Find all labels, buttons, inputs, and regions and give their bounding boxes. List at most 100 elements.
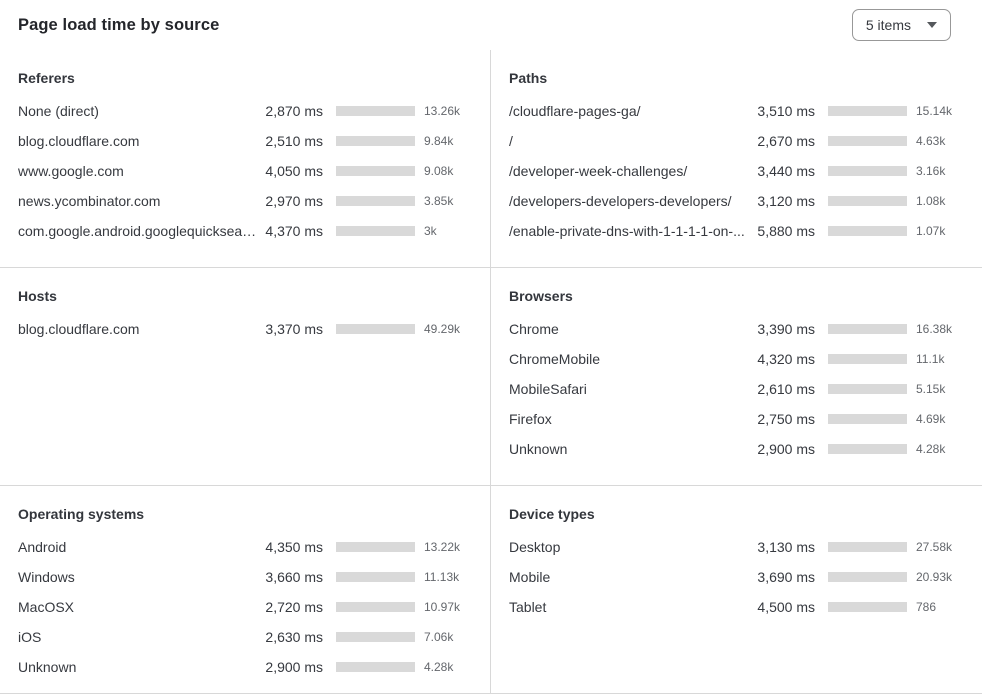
row-time: 4,050 ms xyxy=(265,163,323,179)
panel-paths: Paths /cloudflare-pages-ga/ 3,510 ms 15.… xyxy=(491,50,982,267)
row-label: www.google.com xyxy=(18,163,124,179)
row-count: 11.13k xyxy=(424,570,460,584)
row-bar xyxy=(828,354,907,364)
metric-row: Mobile 3,690 ms 20.93k xyxy=(509,562,968,592)
metric-row: Desktop 3,130 ms 27.58k xyxy=(509,532,968,562)
row-label: Android xyxy=(18,539,67,555)
metric-row: blog.cloudflare.com 2,510 ms 9.84k xyxy=(18,126,476,156)
row-label: Tablet xyxy=(509,599,547,615)
panel-heading: Browsers xyxy=(509,288,573,304)
row-time: 5,880 ms xyxy=(757,223,815,239)
row-time: 2,900 ms xyxy=(757,441,815,457)
row-time: 2,610 ms xyxy=(757,381,815,397)
row-time: 3,510 ms xyxy=(757,103,815,119)
metric-row: /developer-week-challenges/ 3,440 ms 3.1… xyxy=(509,156,968,186)
metric-row: Unknown 2,900 ms 4.28k xyxy=(509,434,968,464)
row-count: 9.08k xyxy=(424,164,454,178)
row-time: 4,350 ms xyxy=(265,539,323,555)
row-bar xyxy=(828,166,907,176)
row-count: 1.07k xyxy=(916,224,946,238)
metric-row: news.ycombinator.com 2,970 ms 3.85k xyxy=(18,186,476,216)
row-count: 13.26k xyxy=(424,104,461,118)
panel-heading: Operating systems xyxy=(18,506,145,522)
panel-browsers: Browsers Chrome 3,390 ms 16.38k ChromeMo… xyxy=(491,267,982,485)
row-bar xyxy=(828,136,907,146)
row-count: 3.85k xyxy=(424,194,454,208)
row-bar xyxy=(336,106,415,116)
row-bar xyxy=(336,136,415,146)
row-label: Windows xyxy=(18,569,75,585)
row-count: 10.97k xyxy=(424,600,461,614)
row-time: 2,630 ms xyxy=(265,629,323,645)
row-label: Mobile xyxy=(509,569,551,585)
row-label: Unknown xyxy=(18,659,77,675)
metric-row: Chrome 3,390 ms 16.38k xyxy=(509,314,968,344)
row-bar xyxy=(828,602,907,612)
metric-row: iOS 2,630 ms 7.06k xyxy=(18,622,476,652)
row-bar xyxy=(828,196,907,206)
metric-row: MobileSafari 2,610 ms 5.15k xyxy=(509,374,968,404)
row-time: 3,120 ms xyxy=(757,193,815,209)
metric-row: /developers-developers-developers/ 3,120… xyxy=(509,186,968,216)
metric-row: Windows 3,660 ms 11.13k xyxy=(18,562,476,592)
row-bar xyxy=(828,226,907,236)
metric-row: Firefox 2,750 ms 4.69k xyxy=(509,404,968,434)
row-bar xyxy=(336,166,415,176)
panel-rows: Android 4,350 ms 13.22k Windows 3,660 ms… xyxy=(18,532,476,682)
row-count: 13.22k xyxy=(424,540,461,554)
row-count: 16.38k xyxy=(916,322,953,336)
metric-row: ChromeMobile 4,320 ms 11.1k xyxy=(509,344,968,374)
panel-hosts: Hosts blog.cloudflare.com 3,370 ms 49.29… xyxy=(0,267,491,485)
row-bar xyxy=(828,414,907,424)
row-count: 4.28k xyxy=(424,660,454,674)
row-count: 786 xyxy=(916,600,937,614)
row-time: 2,870 ms xyxy=(265,103,323,119)
panels-grid: Referers None (direct) 2,870 ms 13.26k b… xyxy=(0,50,982,694)
row-bar xyxy=(828,542,907,552)
row-count: 7.06k xyxy=(424,630,454,644)
row-bar xyxy=(336,632,415,642)
row-count: 3.16k xyxy=(916,164,946,178)
items-count-select[interactable]: 5 items xyxy=(851,9,951,41)
row-label: blog.cloudflare.com xyxy=(18,321,140,337)
row-label: Unknown xyxy=(509,441,568,457)
row-bar xyxy=(336,196,415,206)
metric-row: Tablet 4,500 ms 786 xyxy=(509,592,968,622)
row-bar xyxy=(336,324,415,334)
row-time: 2,750 ms xyxy=(757,411,815,427)
row-label: Chrome xyxy=(509,321,559,337)
row-label: / xyxy=(509,133,513,149)
row-bar xyxy=(828,106,907,116)
row-count: 5.15k xyxy=(916,382,946,396)
row-label: iOS xyxy=(18,629,42,645)
metric-row: com.google.android.googlequicksearc... 4… xyxy=(18,216,476,246)
row-label: /enable-private-dns-with-1-1-1-1-on-... xyxy=(509,223,745,239)
metric-row: / 2,670 ms 4.63k xyxy=(509,126,968,156)
row-count: 1.08k xyxy=(916,194,946,208)
metric-row: None (direct) 2,870 ms 13.26k xyxy=(18,96,476,126)
row-label: ChromeMobile xyxy=(509,351,601,367)
metric-row: blog.cloudflare.com 3,370 ms 49.29k xyxy=(18,314,476,344)
widget-header: Page load time by source 5 items xyxy=(0,0,982,50)
chevron-down-icon xyxy=(927,22,937,28)
metric-row: www.google.com 4,050 ms 9.08k xyxy=(18,156,476,186)
row-bar xyxy=(828,444,907,454)
row-time: 3,390 ms xyxy=(757,321,815,337)
row-bar xyxy=(828,324,907,334)
row-label: Firefox xyxy=(509,411,552,427)
row-label: MacOSX xyxy=(18,599,75,615)
row-label: Desktop xyxy=(509,539,561,555)
row-label: /developers-developers-developers/ xyxy=(509,193,732,209)
panel-heading: Device types xyxy=(509,506,595,522)
row-label: MobileSafari xyxy=(509,381,587,397)
row-time: 4,320 ms xyxy=(757,351,815,367)
page-title: Page load time by source xyxy=(18,15,220,34)
panel-device-types: Device types Desktop 3,130 ms 27.58k Mob… xyxy=(491,485,982,693)
row-label: None (direct) xyxy=(18,103,99,119)
row-time: 3,690 ms xyxy=(757,569,815,585)
row-time: 2,900 ms xyxy=(265,659,323,675)
row-time: 2,970 ms xyxy=(265,193,323,209)
row-label: news.ycombinator.com xyxy=(18,193,161,209)
row-count: 4.69k xyxy=(916,412,946,426)
